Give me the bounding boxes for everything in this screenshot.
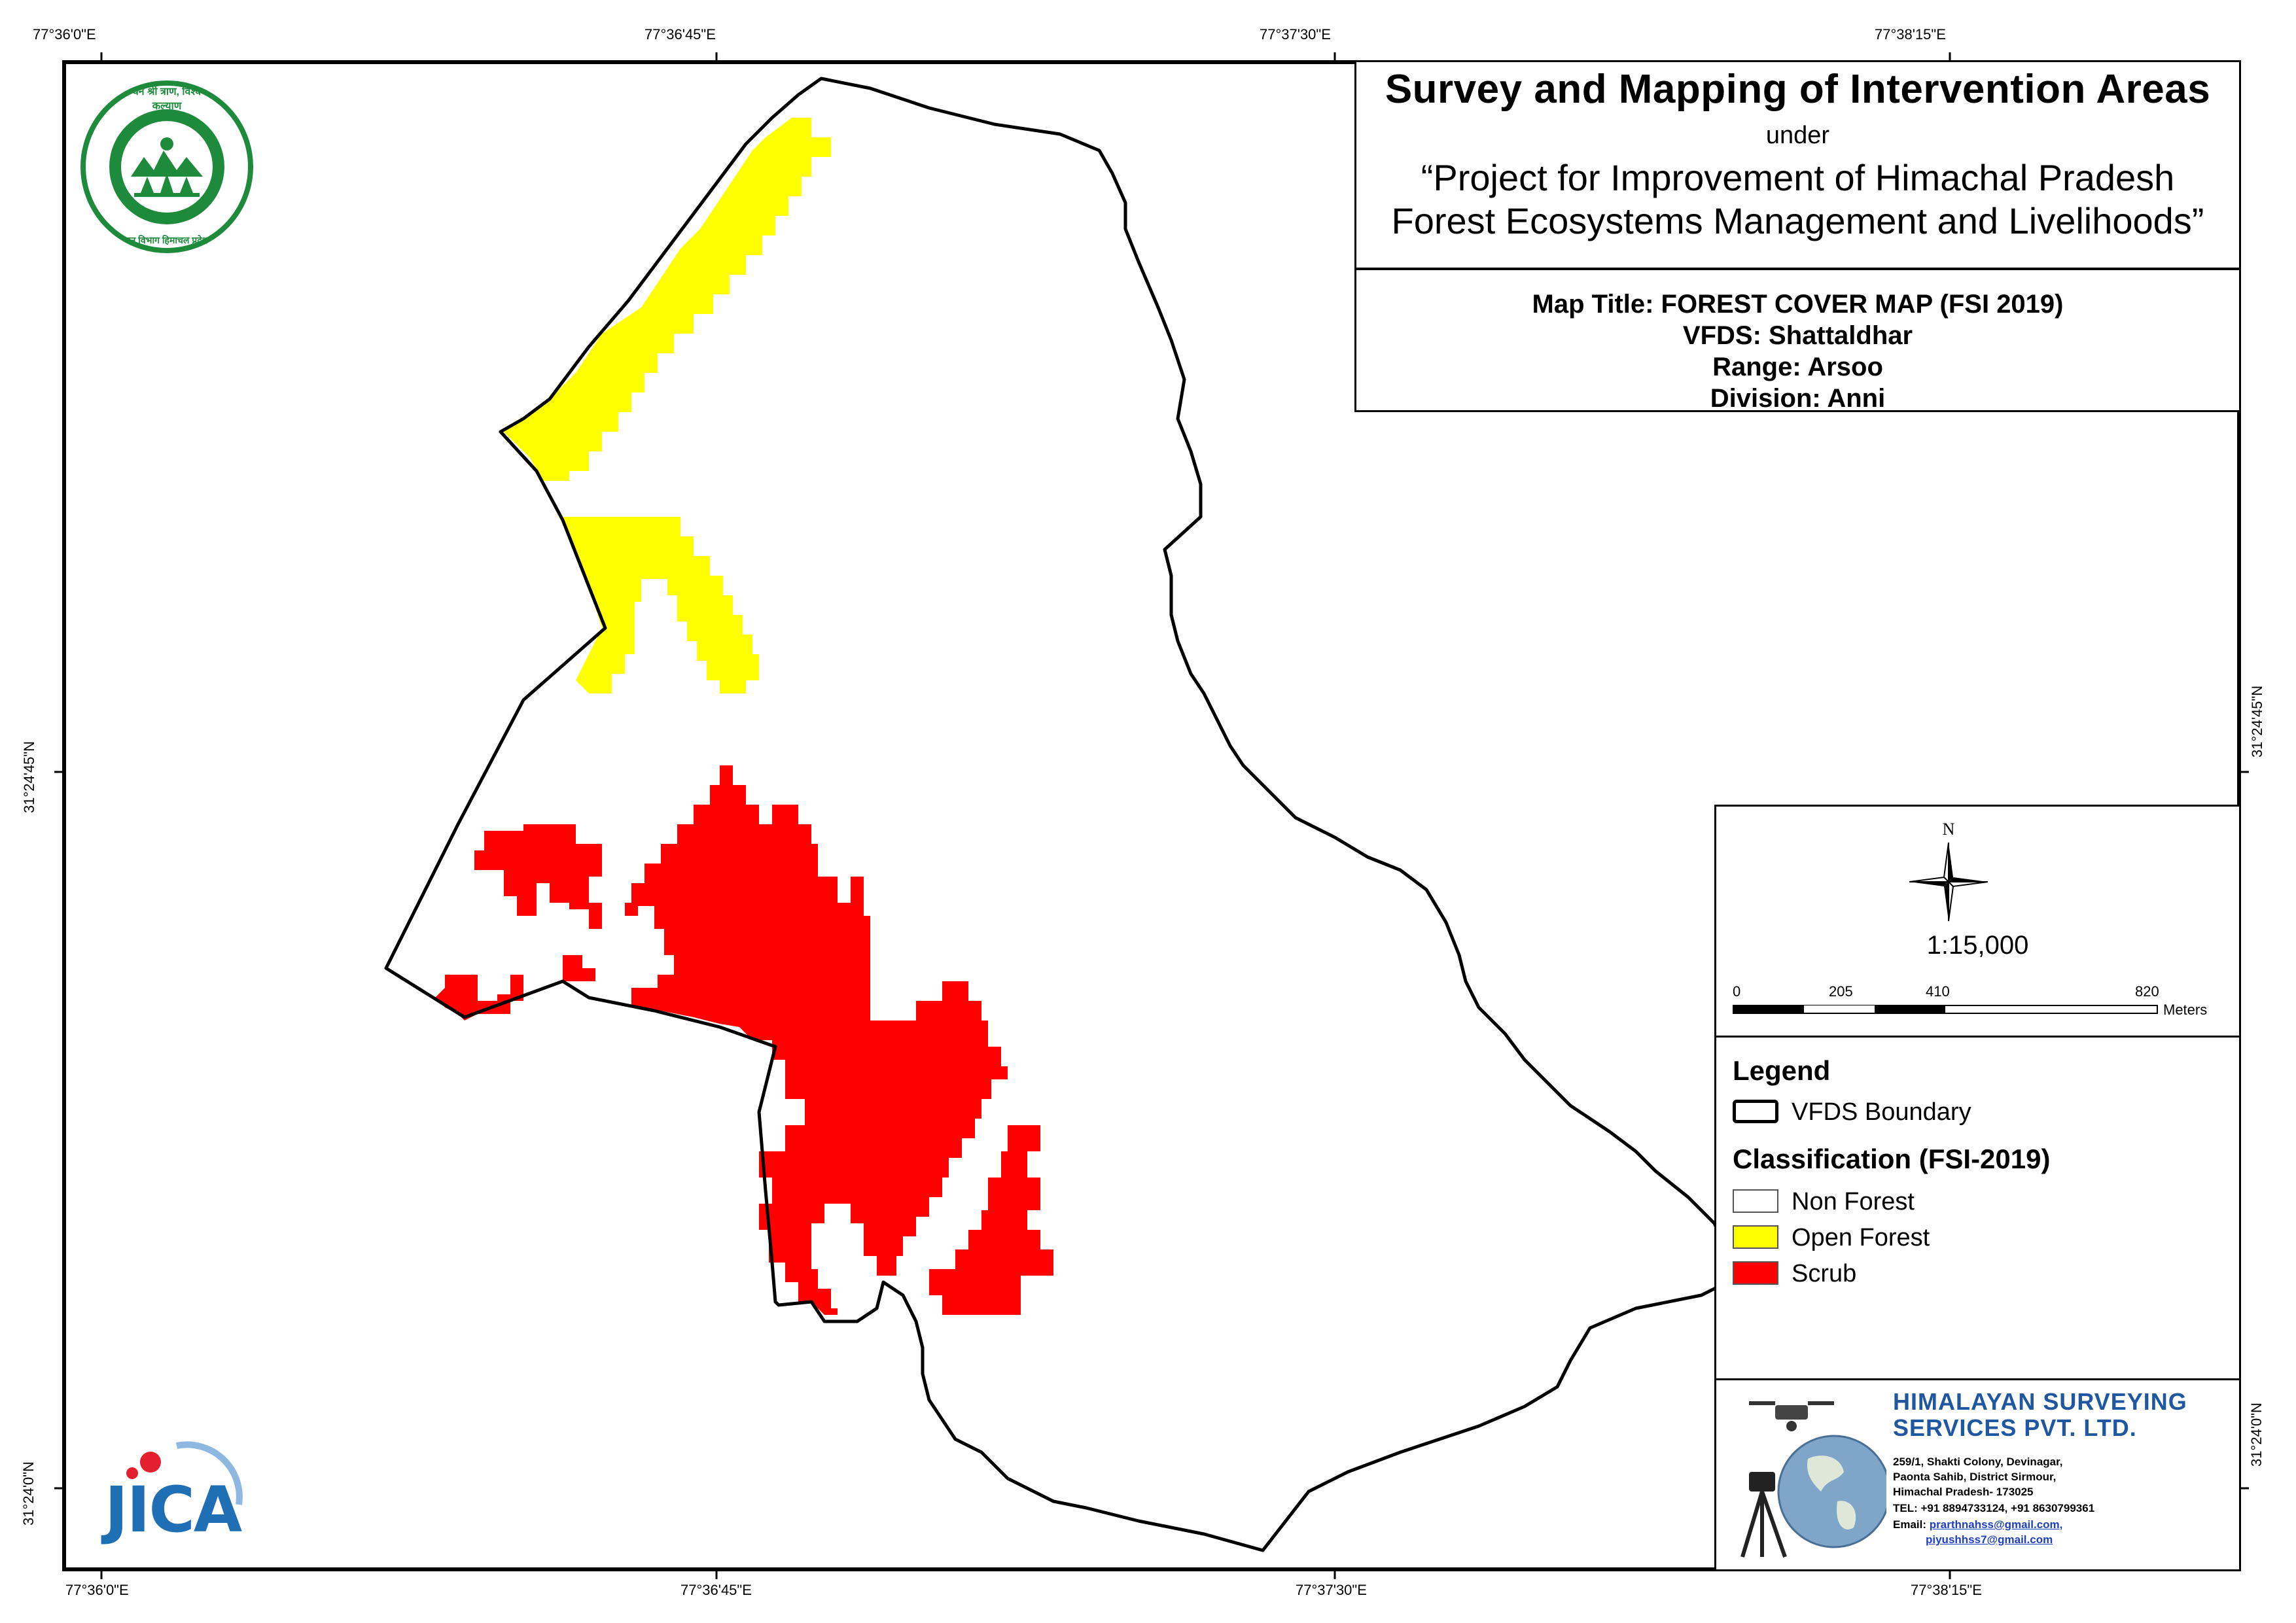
legend-swatch (1733, 1261, 1778, 1285)
company-box: HIMALAYAN SURVEYING SERVICES PVT. LTD. 2… (1714, 1378, 2241, 1571)
company-phone: TEL: +91 8894733124, +91 8630799361 (1893, 1502, 2095, 1514)
legend-heading: Legend (1733, 1055, 1831, 1086)
title-under: under (1765, 122, 1830, 149)
open-forest-patch (504, 118, 831, 481)
company-address: 259/1, Shakti Colony, Devinagar, (1893, 1456, 2063, 1468)
company-email-link[interactable]: prarthnahss@gmail.com, (1929, 1518, 2063, 1531)
company-email-row: piyushhss7@gmail.com (1926, 1533, 2053, 1546)
graticule-top-label: 77°37'30"E (1260, 26, 1331, 43)
scale-tick-label: 205 (1829, 983, 1853, 1000)
company-name-line2: SERVICES PVT. LTD. (1893, 1414, 2137, 1441)
hp-forest-logo-caption: वन विभाग हिमाचल प्रदेश (125, 235, 209, 245)
company-address: Himachal Pradesh- 173025 (1893, 1486, 2034, 1498)
scrub-patch (625, 765, 1008, 1315)
legend-swatch (1733, 1189, 1778, 1213)
boundary-swatch (1733, 1100, 1778, 1123)
scale-ratio: 1:15,000 (1926, 931, 2029, 960)
jica-wordmark: JICA (105, 1473, 242, 1546)
graticule-bottom-label: 77°37'30"E (1296, 1582, 1367, 1598)
title-box: Survey and Mapping of Intervention Areas… (1354, 60, 2241, 270)
project-name-line2: Forest Ecosystems Management and Livelih… (1391, 200, 2204, 241)
company-name-line1: HIMALAYAN SURVEYING (1893, 1388, 2187, 1415)
graticule-bottom-label: 77°36'45"E (680, 1582, 752, 1598)
scrub-patch (929, 1125, 1053, 1315)
legend-box: N 1:15,000 0 205 410 820 Meters Legend V… (1714, 805, 2241, 1380)
page-title: Survey and Mapping of Intervention Areas (1385, 67, 2211, 112)
survey-globe-icon (1740, 1401, 1886, 1558)
legend-label: Open Forest (1792, 1224, 1930, 1251)
jica-logo: JICA (98, 1433, 249, 1546)
open-forest-patch (563, 517, 759, 693)
scrub-patch (864, 1125, 929, 1197)
map-info-box: Map Title: FOREST COVER MAP (FSI 2019) V… (1354, 268, 2241, 413)
hp-forest-logo-motto: वन श्री त्राण, विश्व कल्याण (132, 86, 202, 112)
project-name-line1: “Project for Improvement of Himachal Pra… (1421, 157, 2175, 198)
legend-divider (1716, 1036, 2239, 1038)
range-name: Range: Arsoo (1712, 353, 1883, 381)
company-email-row: Email: prarthnahss@gmail.com, (1893, 1518, 2062, 1531)
map-title: Map Title: FOREST COVER MAP (FSI 2019) (1532, 290, 2064, 319)
vfds-boundary (384, 77, 1742, 1552)
scrub-patches (435, 765, 1053, 1315)
company-address: Paonta Sahib, District Sirmour, (1893, 1471, 2057, 1483)
company-email-link[interactable]: piyushhss7@gmail.com (1926, 1533, 2053, 1546)
north-label: N (1942, 820, 1955, 839)
graticule-top-label: 77°36'0"E (33, 26, 96, 43)
legend-swatch (1733, 1225, 1778, 1249)
legend-label: VFDS Boundary (1792, 1098, 1971, 1126)
graticule-top-label: 77°38'15"E (1875, 26, 1946, 43)
scale-bar (1733, 1005, 2158, 1014)
division-name: Division: Anni (1710, 384, 1886, 413)
legend-label: Scrub (1792, 1260, 1857, 1287)
north-arrow-icon (1909, 842, 1988, 922)
scale-tick-label: 0 (1733, 983, 1741, 1000)
hp-forest-logo: वन श्री त्राण, विश्व कल्याण वन विभाग हिम… (79, 79, 255, 255)
graticule-ticks (54, 52, 2249, 1579)
vfds-name: VFDS: Shattaldhar (1682, 321, 1913, 350)
scrub-patch (474, 824, 602, 929)
company-email-label: Email: (1893, 1518, 1927, 1531)
scrub-patch (435, 975, 523, 1021)
graticule-bottom-label: 77°36'0"E (65, 1582, 129, 1598)
classification-heading: Classification (FSI-2019) (1733, 1143, 2051, 1174)
scale-tick-label: 820 (2135, 983, 2159, 1000)
scrub-patch (563, 955, 595, 981)
graticule-top-label: 77°36'45"E (645, 26, 716, 43)
legend-label: Non Forest (1792, 1188, 1915, 1215)
scale-tick-label: 410 (1926, 983, 1950, 1000)
graticule-bottom-label: 77°38'15"E (1911, 1582, 1982, 1598)
scale-unit: Meters (2163, 1002, 2208, 1018)
open-forest-patches (504, 118, 831, 693)
